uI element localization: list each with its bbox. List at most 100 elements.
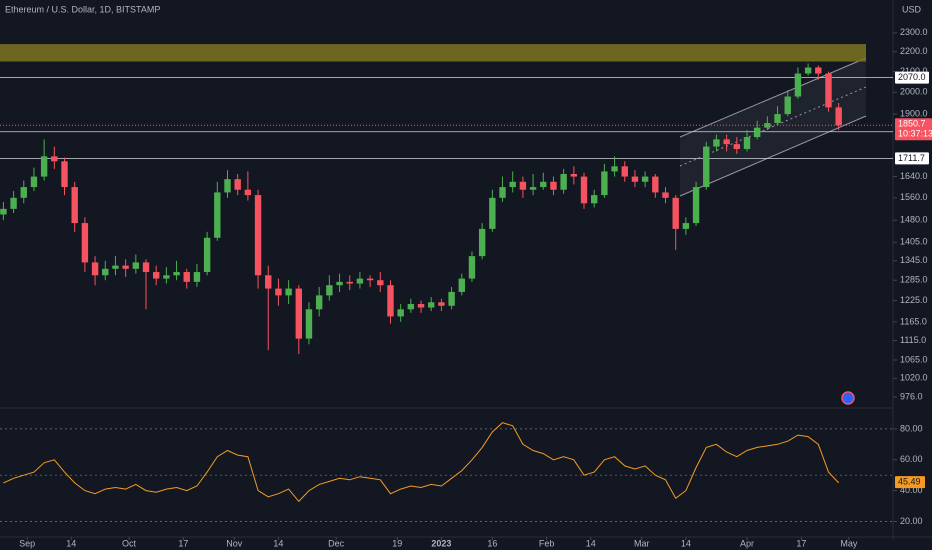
- candle-body: [743, 137, 751, 149]
- level-box: [895, 152, 929, 165]
- candle-body: [835, 107, 842, 126]
- rsi-line: [3, 422, 840, 503]
- candle-body: [214, 192, 221, 238]
- y-tick-label: 2300.0: [900, 27, 928, 37]
- level-label: 2070.0: [898, 72, 926, 82]
- candle-body: [315, 295, 323, 310]
- candle-body: [509, 181, 516, 188]
- candle-body: [336, 281, 343, 286]
- x-tick-label: May: [840, 538, 858, 548]
- y-tick-label: 1020.0: [900, 373, 928, 383]
- channel-middle: [679, 86, 867, 167]
- candle-body: [40, 156, 48, 177]
- y-tick-label: 80.00: [900, 423, 923, 433]
- y-tick-label: 60.00: [900, 454, 923, 464]
- candle-body: [519, 181, 527, 190]
- candle-body: [265, 275, 272, 289]
- candle-body: [132, 262, 140, 269]
- candle-body: [468, 256, 476, 279]
- y-tick-label: 1405.0: [900, 237, 928, 247]
- rsi-value-box: [895, 476, 925, 489]
- candle-body: [652, 176, 659, 193]
- candle-body: [804, 67, 812, 74]
- candle-body: [784, 96, 791, 115]
- candle-body: [173, 272, 180, 276]
- x-tick-label: Feb: [539, 538, 555, 548]
- candle-body: [91, 262, 99, 276]
- y-tick-label: 976.0: [900, 391, 923, 401]
- x-tick-label: Nov: [226, 538, 243, 548]
- flag-circle: [841, 391, 855, 405]
- candle-body: [275, 288, 282, 296]
- candle-body: [152, 272, 160, 279]
- x-tick-label: 14: [586, 538, 596, 548]
- candle-body: [397, 309, 404, 317]
- parallel-channel: [679, 57, 867, 197]
- candle-body: [387, 285, 394, 317]
- y-tick-label: 20.00: [900, 516, 923, 526]
- candle-body: [163, 275, 170, 279]
- candle-body: [183, 272, 190, 282]
- candle-body: [142, 262, 150, 273]
- candle-body: [662, 192, 669, 198]
- candle-body: [428, 302, 435, 308]
- channel-lower: [679, 115, 867, 197]
- x-tick-label: 14: [66, 538, 76, 548]
- currency-label: USD: [902, 4, 922, 14]
- countdown-label: 10:37:13: [898, 129, 932, 139]
- last-price-label: 1850.7: [898, 119, 926, 129]
- candle-body: [305, 309, 313, 339]
- candle-body: [601, 171, 608, 196]
- candle-body: [112, 265, 119, 269]
- candle-body: [540, 181, 547, 188]
- candle-body: [30, 176, 38, 188]
- y-tick-label: 1065.0: [900, 354, 928, 364]
- candle-body: [203, 237, 211, 273]
- candle-body: [733, 144, 741, 149]
- rsi-value-label: 45.49: [898, 477, 921, 487]
- y-tick-label: 1900.0: [900, 108, 928, 118]
- x-tick-label: 14: [681, 538, 691, 548]
- candle-body: [326, 285, 333, 296]
- candle-body: [61, 161, 68, 188]
- candle-body: [254, 195, 262, 276]
- x-tick-label: 17: [796, 538, 806, 548]
- y-tick-label: 2200.0: [900, 46, 928, 56]
- candle-body: [448, 291, 455, 306]
- y-tick-label: 2100.0: [900, 66, 928, 76]
- candle-body: [774, 114, 781, 124]
- candle-body: [478, 228, 486, 257]
- y-tick-label: 1640.0: [900, 171, 928, 181]
- symbol-title: Ethereum / U.S. Dollar, 1D, BITSTAMP: [5, 4, 160, 14]
- candle-body: [591, 195, 598, 204]
- x-tick-label: 16: [487, 538, 497, 548]
- x-tick-label: Dec: [328, 538, 345, 548]
- y-tick-label: 1345.0: [900, 255, 928, 265]
- candle-body: [244, 189, 252, 196]
- x-tick-label: 2023: [431, 538, 451, 548]
- y-tick-label: 40.00: [900, 485, 923, 495]
- level-box: [895, 71, 929, 84]
- candle-body: [81, 223, 89, 263]
- candle-body: [122, 265, 129, 269]
- x-tick-label: Apr: [740, 538, 754, 548]
- y-tick-label: 1285.0: [900, 275, 928, 285]
- candle-body: [641, 176, 649, 182]
- candle-body: [295, 288, 302, 339]
- flag-icon: [841, 391, 855, 405]
- candle-body: [672, 197, 679, 229]
- candle-body: [285, 288, 292, 296]
- candle-body: [723, 139, 730, 145]
- y-tick-label: 1225.0: [900, 295, 928, 305]
- candle-body: [458, 278, 465, 292]
- candle-body: [224, 179, 231, 193]
- candle-body: [570, 173, 578, 177]
- candle-body: [193, 272, 201, 282]
- last-price-box: [895, 118, 932, 141]
- candle-body: [499, 187, 506, 198]
- candle-body: [753, 127, 761, 138]
- candle-body: [20, 187, 27, 198]
